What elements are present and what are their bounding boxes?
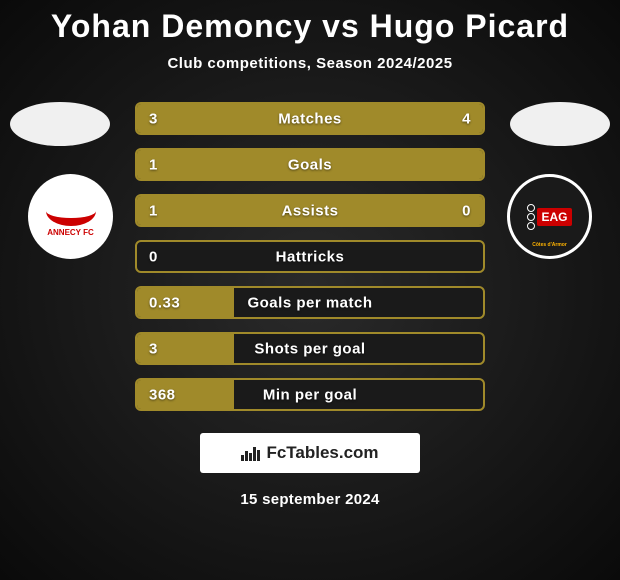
footer-date: 15 september 2024 — [0, 491, 620, 508]
page-subtitle: Club competitions, Season 2024/2025 — [0, 55, 620, 72]
comparison-main: ANNECY FC EAG Côtes d'Armor Matches 3 4 Goa… — [0, 102, 620, 411]
stat-bar-left — [137, 104, 285, 133]
stat-left-value: 0.33 — [149, 294, 180, 311]
chart-icon — [241, 445, 260, 461]
player-left-avatar — [10, 102, 110, 146]
stat-label: Matches — [278, 110, 342, 127]
stat-bar-right — [407, 196, 483, 225]
stat-left-value: 3 — [149, 340, 158, 357]
club-right-abbr: EAG — [537, 208, 571, 226]
club-left-badge: ANNECY FC — [28, 174, 113, 259]
stat-label: Hattricks — [276, 248, 345, 265]
club-right-rings-icon — [527, 204, 535, 230]
stat-left-value: 1 — [149, 156, 158, 173]
stat-row: Min per goal 368 — [135, 378, 485, 411]
stat-row: Goals per match 0.33 — [135, 286, 485, 319]
stat-left-value: 1 — [149, 202, 158, 219]
stat-left-value: 3 — [149, 110, 158, 127]
stat-label: Min per goal — [263, 386, 357, 403]
stat-row: Goals 1 — [135, 148, 485, 181]
stat-label: Goals — [288, 156, 332, 173]
stat-left-value: 0 — [149, 248, 158, 265]
stat-label: Assists — [282, 202, 339, 219]
stat-left-value: 368 — [149, 386, 176, 403]
club-left-name: ANNECY FC — [47, 228, 94, 237]
stat-row: Assists 1 0 — [135, 194, 485, 227]
stat-row: Matches 3 4 — [135, 102, 485, 135]
page-title: Yohan Demoncy vs Hugo Picard — [0, 0, 620, 45]
club-left-swoosh-icon — [46, 196, 96, 226]
stat-right-value: 0 — [462, 202, 471, 219]
stat-row: Shots per goal 3 — [135, 332, 485, 365]
club-right-subtitle: Côtes d'Armor — [532, 242, 567, 248]
stat-bars: Matches 3 4 Goals 1 Assists 1 0 Hattricks 0 Goals … — [135, 102, 485, 411]
stat-bar-left — [137, 196, 407, 225]
stat-row: Hattricks 0 — [135, 240, 485, 273]
footer-brand: FcTables.com — [200, 433, 420, 473]
footer-brand-text: FcTables.com — [266, 443, 378, 463]
stat-right-value: 4 — [462, 110, 471, 127]
stat-label: Goals per match — [247, 294, 372, 311]
club-right-badge: EAG Côtes d'Armor — [507, 174, 592, 259]
stat-label: Shots per goal — [254, 340, 365, 357]
player-right-avatar — [510, 102, 610, 146]
